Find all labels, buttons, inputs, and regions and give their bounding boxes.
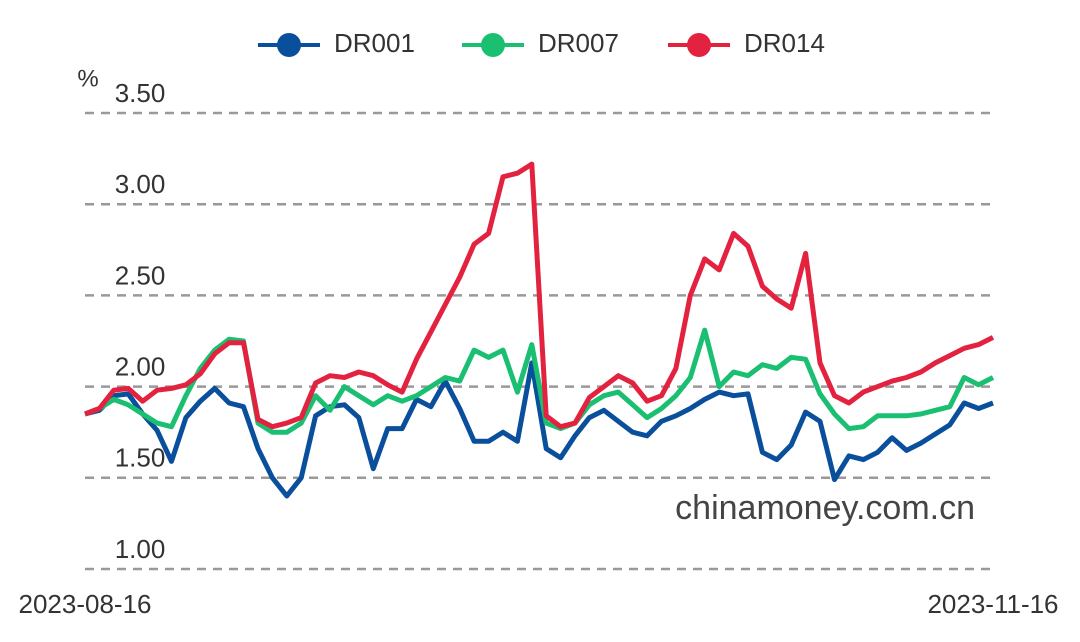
y-tick-label: 2.50	[115, 260, 166, 290]
legend-marker	[687, 33, 711, 57]
y-tick-label: 3.50	[115, 78, 166, 108]
legend-marker	[481, 33, 505, 57]
watermark: chinamoney.com.cn	[675, 489, 975, 527]
series-line	[84, 161, 995, 430]
legend-label: DR007	[538, 28, 619, 58]
series-line	[84, 327, 995, 435]
legend-label: DR014	[744, 28, 825, 58]
y-tick-label: 1.50	[115, 443, 166, 473]
x-tick-label: 2023-08-16	[19, 589, 152, 619]
y-tick-label: 2.00	[115, 351, 166, 381]
x-tick-label: 2023-11-16	[927, 589, 1058, 619]
series-line	[84, 360, 994, 499]
y-tick-label: 1.00	[115, 534, 166, 564]
y-axis-label: %	[77, 65, 98, 92]
legend-label: DR001	[334, 28, 415, 58]
y-tick-label: 3.00	[115, 169, 166, 199]
legend-marker	[277, 33, 301, 57]
